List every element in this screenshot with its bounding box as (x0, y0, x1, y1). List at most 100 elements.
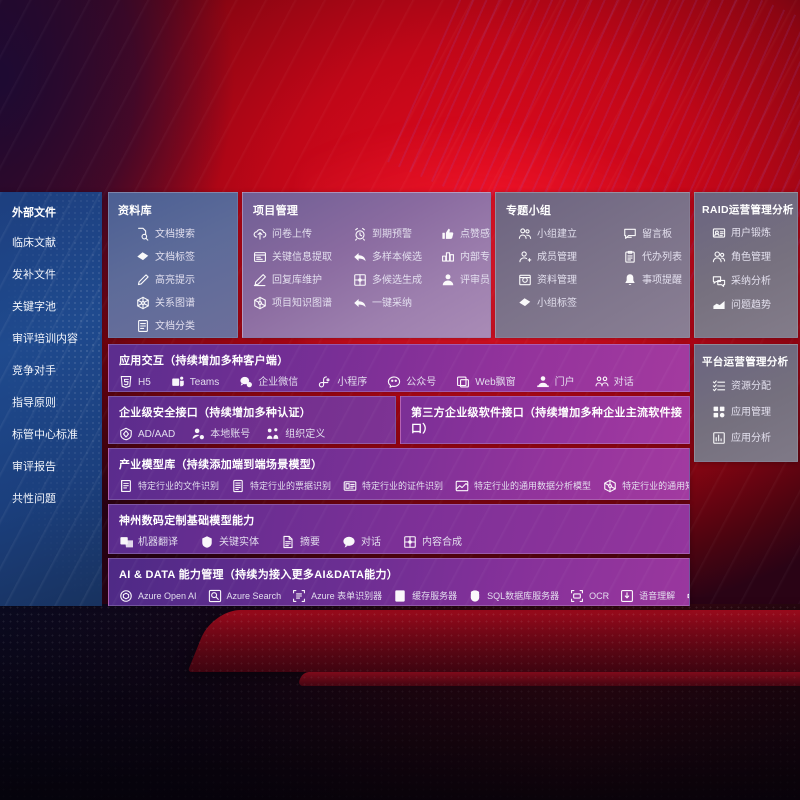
app-item-dialog[interactable]: 对话 (595, 375, 634, 389)
base-item-content-compose[interactable]: 内容合成 (403, 535, 462, 549)
entity-tag-icon (200, 535, 214, 549)
base-label: 关键实体 (219, 536, 259, 548)
pm-item-one-click-adopt[interactable]: 一键采纳 (353, 296, 441, 310)
model-item-receipt-recognition[interactable]: 特定行业的票据识别 (231, 479, 331, 493)
ai-item-ocr[interactable]: OCR (570, 589, 609, 603)
ai-item-form-recognizer[interactable]: Azure 表单识别器 (292, 589, 382, 603)
ai-item-tts[interactable]: TTS (686, 589, 689, 603)
tg-item-group-create[interactable]: 小组建立 (518, 227, 611, 241)
sidebar-item-guidelines[interactable]: 指导原则 (12, 397, 56, 409)
ai-item-azure-search[interactable]: Azure Search (208, 589, 281, 603)
app-item-web-popup[interactable]: Web飘窗 (456, 375, 516, 389)
model-label: 特定行业的文件识别 (138, 480, 220, 491)
model-item-id-recognition[interactable]: 特定行业的证件识别 (343, 479, 443, 493)
pm-item-key-info-extract[interactable]: 关键信息提取 (253, 250, 353, 264)
pm-item-thanks[interactable]: 点赞感谢 (441, 227, 490, 241)
base-item-dialog[interactable]: 对话 (342, 535, 381, 549)
kb-item-highlight[interactable]: 高亮提示 (136, 273, 237, 287)
ranking-bar-icon (441, 250, 455, 264)
ai-item-azure-openai[interactable]: Azure Open AI (119, 589, 197, 603)
sidebar-item-clinical-literature[interactable]: 临床文献 (12, 237, 56, 249)
model-item-data-analysis[interactable]: 特定行业的通用数据分析模型 (455, 479, 591, 493)
official-account-icon (387, 375, 401, 389)
sidebar-item-supplement-files[interactable]: 发补文件 (12, 269, 56, 281)
sidebar-item-competitors[interactable]: 竞争对手 (12, 365, 56, 377)
model-item-knowledge-graph[interactable]: 特定行业的通用知识图谱模型 (603, 479, 689, 493)
raid-item-user-card[interactable]: 用户锻炼 (712, 226, 797, 240)
app-label: 小程序 (337, 376, 368, 388)
pm-label: 多候选生成 (372, 274, 422, 286)
security-interface-title: 企业级安全接口（持续增加多种认证） (119, 407, 312, 419)
tg-item-message-board[interactable]: 留言板 (623, 227, 689, 241)
tg-item-group-tag[interactable]: 小组标签 (518, 296, 611, 310)
app-item-wecom[interactable]: 企业微信 (239, 375, 298, 389)
app-interaction-title: 应用交互（持续增加多种客户端） (119, 355, 289, 367)
raid-item-role-manage[interactable]: 角色管理 (712, 250, 797, 264)
sidebar-item-review-report[interactable]: 审评报告 (12, 461, 56, 473)
app-label: 企业微信 (258, 376, 299, 388)
pm-item-reviewer-profile[interactable]: 评审员画像 (441, 273, 490, 287)
pm-item-questionnaire-upload[interactable]: 问卷上传 (253, 227, 353, 241)
sidebar-item-standards-center[interactable]: 标管中心标准 (12, 429, 78, 441)
pm-item-multi-candidate-gen[interactable]: 多候选生成 (353, 273, 441, 287)
app-item-teams[interactable]: Teams (171, 375, 219, 389)
data-analysis-icon (455, 479, 469, 493)
tg-label: 留言板 (642, 228, 672, 240)
tg-item-reminder[interactable]: 事项提醒 (623, 273, 689, 287)
plat-item-resource-allocation[interactable]: 资源分配 (712, 379, 797, 393)
form-recognizer-icon (292, 589, 306, 603)
kb-label: 文档标签 (155, 251, 195, 263)
sec-item-org-definition[interactable]: 组织定义 (266, 427, 325, 441)
tg-item-todo-list[interactable]: 代办列表 (623, 250, 689, 264)
trend-chart-icon (712, 298, 726, 312)
base-item-summary[interactable]: 摘要 (281, 535, 320, 549)
pm-label: 关键信息提取 (272, 251, 332, 263)
content-compose-icon (403, 535, 417, 549)
pm-item-project-graph[interactable]: 项目知识图谱 (253, 296, 353, 310)
sidebar-item-review-training[interactable]: 审评培训内容 (12, 333, 78, 345)
sec-label: 本地账号 (210, 428, 251, 440)
sidebar-item-common-issues[interactable]: 共性问题 (12, 493, 56, 505)
pm-item-expiry-alert[interactable]: 到期预警 (353, 227, 441, 241)
raid-item-adoption-analysis[interactable]: 采纳分析 (712, 274, 797, 288)
kb-item-relation-graph[interactable]: 关系图谱 (136, 296, 237, 310)
tg-label: 成员管理 (537, 251, 577, 263)
app-label: Web飘窗 (475, 376, 516, 388)
app-item-portal[interactable]: 门户 (536, 375, 575, 389)
raid-item-issue-trend[interactable]: 问题趋势 (712, 298, 797, 312)
ai-item-speech-understanding[interactable]: 语音理解 (620, 589, 675, 603)
plat-item-app-analysis[interactable]: 应用分析 (712, 431, 797, 445)
sec-item-ad-aad[interactable]: AD/AAD (119, 427, 175, 441)
sidebar-item-keyword-pool[interactable]: 关键字池 (12, 301, 56, 313)
app-item-h5[interactable]: H5 (119, 375, 151, 389)
pm-label: 评审员画像 (460, 274, 490, 286)
portal-icon (536, 375, 550, 389)
knowledge-base-panel: 资料库 文档搜索 文档标签 高亮提示 关系图谱 文档分类 (108, 192, 238, 338)
app-item-official-account[interactable]: 公众号 (387, 375, 436, 389)
tg-item-material-manage[interactable]: 资料管理 (518, 273, 611, 287)
ai-item-sql-database[interactable]: SQL数据库服务器 (468, 589, 559, 603)
kb-item-document-search[interactable]: 文档搜索 (136, 227, 237, 241)
tg-item-member-manage[interactable]: 成员管理 (518, 250, 611, 264)
ai-item-cache-server[interactable]: 缓存服务器 (393, 589, 457, 603)
kb-item-document-category[interactable]: 文档分类 (136, 319, 237, 333)
member-manage-icon (518, 250, 532, 264)
base-item-translate[interactable]: 机器翻译 (119, 535, 178, 549)
pm-item-multi-sample-candidate[interactable]: 多样本候选 (353, 250, 441, 264)
tg-label: 小组标签 (537, 297, 577, 309)
model-item-file-recognition[interactable]: 特定行业的文件识别 (119, 479, 219, 493)
base-item-key-entity[interactable]: 关键实体 (200, 535, 259, 549)
kb-item-document-tag[interactable]: 文档标签 (136, 250, 237, 264)
wecom-icon (239, 375, 253, 389)
pm-item-expert-ranking[interactable]: 内部专家排名 (441, 250, 490, 264)
sec-item-local-account[interactable]: 本地账号 (191, 427, 250, 441)
pm-item-reply-library[interactable]: 回复库维护 (253, 273, 353, 287)
raid-label: 问题趋势 (731, 299, 771, 311)
ai-label: Azure Open AI (138, 590, 197, 601)
app-label: 对话 (613, 376, 634, 388)
third-party-interface-title: 第三方企业级软件接口（持续增加多种企业主流软件接口） (411, 407, 683, 435)
chat-bubble-icon (342, 535, 356, 549)
app-item-miniprogram[interactable]: 小程序 (318, 375, 367, 389)
plat-item-app-manage[interactable]: 应用管理 (712, 405, 797, 419)
tp-item-api-designer[interactable]: API自动化设计器 (411, 443, 506, 444)
